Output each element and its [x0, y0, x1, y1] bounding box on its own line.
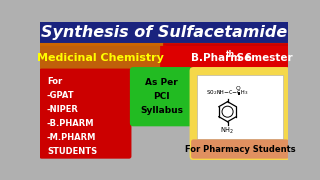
- Text: B.Pharm 6: B.Pharm 6: [191, 53, 252, 63]
- Text: SO$_2$NH$-$C$-$CH$_3$: SO$_2$NH$-$C$-$CH$_3$: [206, 88, 249, 97]
- Text: Synthesis of Sulfacetamide: Synthesis of Sulfacetamide: [41, 25, 287, 40]
- FancyBboxPatch shape: [191, 139, 289, 159]
- Text: NH$_2$: NH$_2$: [220, 126, 235, 136]
- FancyBboxPatch shape: [160, 44, 289, 72]
- Text: As Per
PCI
Syllabus: As Per PCI Syllabus: [140, 78, 183, 115]
- FancyBboxPatch shape: [39, 69, 132, 159]
- Text: Semester: Semester: [233, 53, 292, 63]
- Text: For
-GPAT
-NIPER
-B.PHARM
-M.PHARM
STUDENTS: For -GPAT -NIPER -B.PHARM -M.PHARM STUDE…: [47, 77, 97, 156]
- FancyBboxPatch shape: [39, 44, 162, 72]
- Text: th: th: [226, 50, 235, 59]
- FancyBboxPatch shape: [197, 75, 283, 139]
- FancyBboxPatch shape: [40, 22, 288, 43]
- Text: Medicinal Chemistry: Medicinal Chemistry: [37, 53, 164, 63]
- Text: For Pharmacy Students: For Pharmacy Students: [185, 145, 295, 154]
- FancyBboxPatch shape: [130, 67, 193, 126]
- Text: O: O: [236, 86, 241, 91]
- FancyBboxPatch shape: [189, 67, 290, 160]
